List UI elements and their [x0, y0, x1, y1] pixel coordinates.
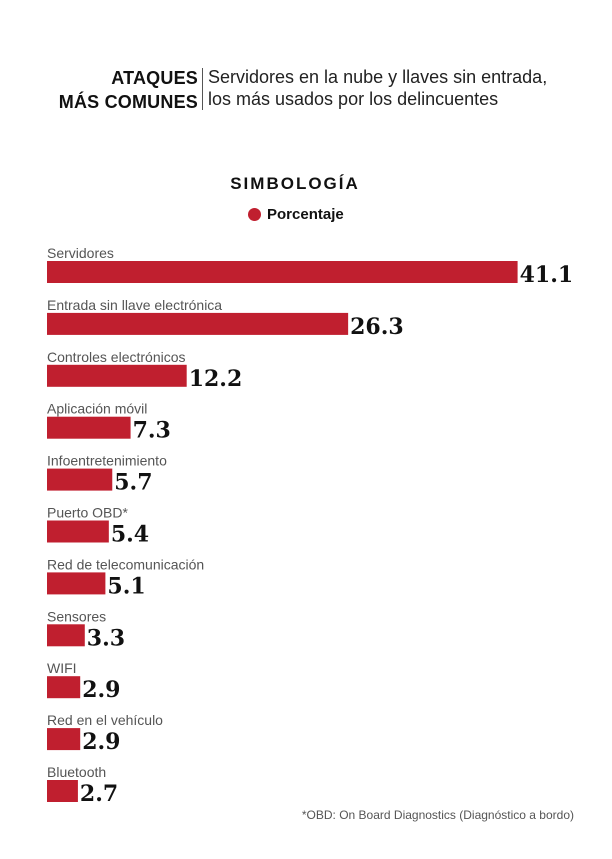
bar — [47, 520, 109, 543]
category-label: WIFI — [47, 660, 77, 676]
bar — [47, 780, 78, 802]
category-label: Aplicación móvil — [47, 401, 147, 417]
bar — [47, 261, 518, 283]
chart-title: ATAQUES MÁS COMUNES — [59, 66, 198, 114]
title-line-1: ATAQUES — [111, 68, 198, 88]
title-line-2: MÁS COMUNES — [58, 92, 198, 112]
bar — [47, 416, 131, 439]
category-label: Red en el vehículo — [47, 712, 163, 728]
category-label: Red de telecomunicación — [47, 556, 204, 572]
value-label: 26.3 — [350, 314, 404, 340]
value-label: 5.1 — [107, 573, 145, 599]
category-label: Bluetooth — [47, 764, 106, 780]
bar — [47, 364, 187, 387]
footnote: *OBD: On Board Diagnostics (Diagnóstico … — [301, 808, 574, 822]
bar — [47, 624, 85, 647]
chart-subtitle: Servidores en la nube y llaves sin entra… — [208, 66, 547, 110]
value-label: 5.7 — [114, 470, 152, 496]
subtitle-line-1: Servidores en la nube y llaves sin entra… — [208, 67, 548, 87]
value-label: 41.1 — [520, 262, 574, 288]
bar — [47, 728, 81, 751]
title-divider — [202, 68, 203, 110]
value-label: 7.3 — [133, 418, 171, 444]
subtitle-line-2: los más usados por los delincuentes — [208, 89, 499, 109]
category-label: Infoentretenimiento — [47, 453, 167, 469]
bar — [47, 676, 81, 699]
legend-title: SIMBOLOGÍA — [230, 174, 360, 193]
value-label: 2.9 — [82, 677, 120, 703]
legend-label: Porcentaje — [267, 206, 344, 223]
category-label: Puerto OBD* — [47, 505, 128, 521]
bar — [47, 468, 113, 491]
category-label: Controles electrónicos — [47, 349, 186, 365]
value-label: 5.4 — [111, 522, 149, 548]
category-label: Servidores — [47, 245, 114, 261]
value-label: 2.7 — [80, 781, 118, 807]
legend-item: Porcentaje — [248, 206, 344, 223]
category-label: Sensores — [47, 608, 106, 624]
value-label: 2.9 — [82, 729, 120, 755]
bar — [47, 312, 349, 335]
legend-dot-icon — [248, 208, 261, 221]
category-label: Entrada sin llave electrónica — [47, 297, 222, 313]
bar — [47, 572, 106, 595]
value-label: 3.3 — [87, 625, 125, 651]
value-label: 12.2 — [189, 366, 243, 392]
